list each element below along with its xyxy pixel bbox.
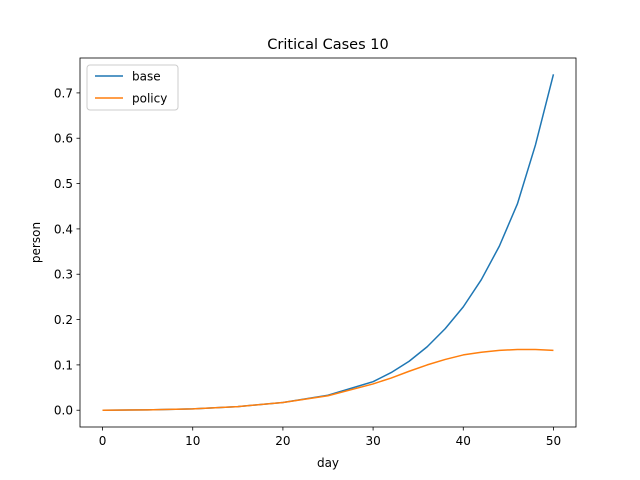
y-tick-label: 0.0	[54, 404, 73, 418]
axes-frame	[79, 57, 577, 428]
x-tick-label: 40	[456, 434, 471, 448]
y-axis-label: person	[29, 222, 43, 263]
legend-label-base: base	[132, 70, 161, 84]
x-axis-label: day	[317, 456, 339, 470]
legend: base policy	[86, 64, 179, 111]
series-line-policy	[102, 348, 554, 411]
axes: 0 10 20 30 40 50 0.0 0.1 0.2 0.3 0.4 0.5 0.6 0.7	[54, 57, 577, 448]
y-tick-label: 0.7	[54, 86, 73, 100]
chart-marks	[102, 74, 555, 411]
x-tick-label: 0	[99, 434, 107, 448]
x-tick-label: 50	[546, 434, 561, 448]
plot-area	[80, 58, 576, 427]
y-tick-label: 0.4	[54, 222, 73, 236]
chart-title: Critical Cases 10	[267, 37, 388, 53]
y-tick-label: 0.6	[54, 132, 73, 146]
x-tick-label: 20	[275, 434, 290, 448]
y-tick-label: 0.2	[54, 313, 73, 327]
y-tick-label: 0.1	[54, 358, 73, 372]
legend-label-policy: policy	[132, 92, 167, 106]
x-tick-label: 10	[185, 434, 200, 448]
x-tick-label: 30	[365, 434, 380, 448]
y-tick-label: 0.3	[54, 268, 73, 282]
y-tick-label: 0.5	[54, 177, 73, 191]
